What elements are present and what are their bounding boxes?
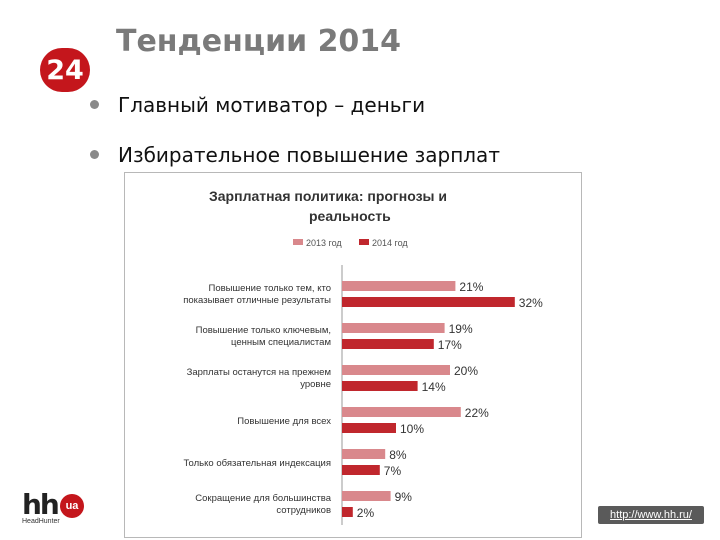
logo-badge: ua [60,494,84,518]
legend-swatch [293,239,303,245]
logo-subtitle: HeadHunter [22,518,60,525]
bullet-text: Главный мотиватор – деньги [118,93,426,117]
slide-number: 24 [46,54,84,86]
bar [342,465,380,475]
bar [342,423,396,433]
logo-text: hh [22,488,60,521]
category-label: Только обязательная индексация [184,458,332,469]
category-label: Зарплаты останутся на прежнем [187,367,331,378]
bullet-dot-icon [90,100,99,109]
data-label: 8% [389,448,407,462]
category-label: Повышение для всех [237,416,331,427]
bar [342,449,386,459]
bar [342,339,434,349]
data-label: 21% [459,280,483,294]
data-label: 20% [454,364,478,378]
data-label: 22% [465,406,489,420]
slide-number-badge: 24 [40,48,90,92]
slide-title: Тенденции 2014 [116,24,402,59]
data-label: 19% [449,322,473,336]
category-label: Сокращение для большинства [195,493,331,504]
legend-label: 2014 год [372,238,408,248]
category-label: Повышение только ключевым, [196,325,331,336]
footer-url-link[interactable]: http://www.hh.ru/ [598,506,704,524]
bullet-item: Избирательное повышение зарплат [90,136,500,186]
bar [342,281,456,291]
bullet-text: Избирательное повышение зарплат [118,143,500,167]
data-label: 2% [357,506,375,520]
category-label: Повышение только тем, кто [209,283,332,294]
bar [342,407,461,417]
bar-chart: Зарплатная политика: прогнозы и реальност… [183,188,543,525]
bullet-list: Главный мотиватор – деньги Избирательное… [90,86,500,186]
bar [342,381,418,391]
bullet-item: Главный мотиватор – деньги [90,86,500,136]
legend-swatch [359,239,369,245]
bar [342,365,450,375]
category-label: показывает отличные результаты [183,295,331,306]
data-label: 7% [384,464,402,478]
data-label: 10% [400,422,424,436]
bullet-dot-icon [90,150,99,159]
headhunter-logo: hh ua HeadHunter [22,488,92,528]
bar [342,297,515,307]
category-label: сотрудников [276,505,331,516]
chart-title: Зарплатная политика: прогнозы и реальност… [209,188,447,224]
data-label: 32% [519,296,543,310]
bar [342,491,391,501]
chart-frame: Зарплатная политика: прогнозы и реальност… [124,172,582,538]
category-label: уровне [300,379,331,390]
data-label: 17% [438,338,462,352]
legend-label: 2013 год [306,238,342,248]
bar [342,323,445,333]
data-label: 9% [395,490,413,504]
category-label: ценным специалистам [231,337,331,348]
data-label: 14% [422,380,446,394]
bar [342,507,353,517]
